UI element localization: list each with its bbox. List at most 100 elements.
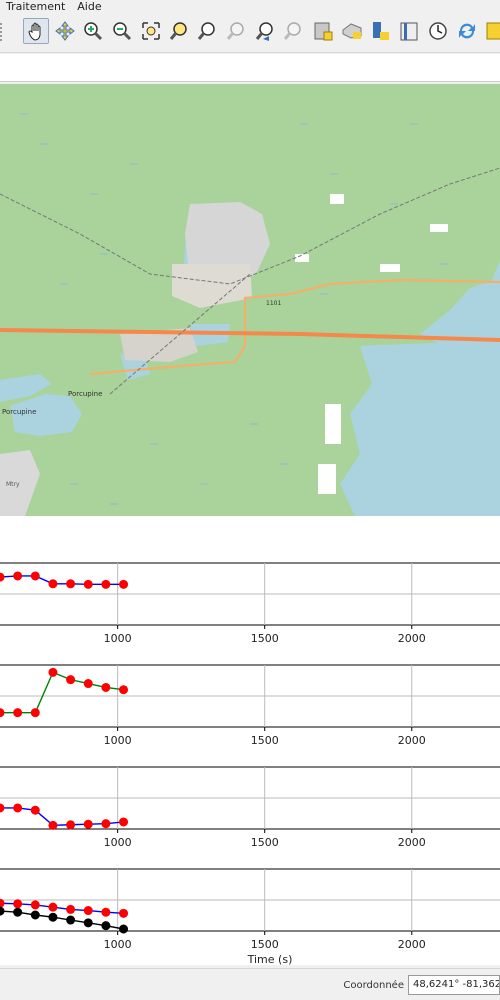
plot-4: 1000 1500 2000 bbox=[0, 868, 500, 971]
industrial-area bbox=[172, 264, 252, 308]
coordinate-label: Coordonnée bbox=[343, 980, 404, 991]
data-point bbox=[0, 572, 5, 582]
railway-south bbox=[109, 273, 251, 395]
data-point bbox=[83, 906, 93, 916]
pond-center bbox=[190, 324, 230, 346]
data-point bbox=[83, 918, 93, 928]
plot-panel: 1000 1500 2000 1000 1500 2000 1000 1500 2000 1… bbox=[0, 545, 500, 965]
lake-porcupine bbox=[10, 394, 82, 436]
zoom-next-icon bbox=[284, 22, 302, 40]
clearing-patches bbox=[295, 194, 448, 494]
new-bookmark-button[interactable] bbox=[310, 18, 336, 44]
zoom-in-icon bbox=[84, 22, 103, 41]
data-point bbox=[48, 820, 58, 830]
pan-hand-button[interactable] bbox=[23, 18, 49, 44]
data-point bbox=[30, 571, 40, 581]
temporal-controller-icon bbox=[429, 22, 447, 40]
data-point bbox=[66, 915, 76, 925]
zoom-out-button[interactable] bbox=[109, 18, 135, 44]
zoom-to-layer-button[interactable] bbox=[195, 18, 221, 44]
toolbar-handle-icon bbox=[0, 23, 6, 41]
zoom-full-icon bbox=[142, 22, 160, 40]
new-layer-icon bbox=[486, 22, 500, 40]
x-tick-label: 1000 bbox=[104, 632, 132, 645]
zoom-last-button[interactable] bbox=[253, 18, 279, 44]
data-point bbox=[0, 898, 5, 908]
plot-3-svg: 1000 1500 2000 bbox=[0, 766, 500, 849]
data-point bbox=[48, 902, 58, 912]
menu-aide[interactable]: Aide bbox=[71, 0, 107, 13]
show-bookmarks-icon bbox=[342, 23, 362, 39]
label-road-1101: 1101 bbox=[266, 300, 281, 307]
x-tick-label: 1500 bbox=[251, 938, 279, 951]
data-point bbox=[119, 817, 129, 827]
data-point bbox=[101, 921, 111, 931]
zoom-last-icon bbox=[255, 22, 273, 41]
map-canvas[interactable]: Porcupine Porcupine Mtry 1101 bbox=[0, 84, 500, 516]
zoom-next-button[interactable] bbox=[281, 18, 307, 44]
new-layer-button[interactable] bbox=[482, 18, 500, 44]
spatial-bookmark-icon bbox=[373, 22, 390, 40]
label-south-porcupine: Porcupine bbox=[2, 408, 36, 416]
x-tick-label: 1000 bbox=[104, 734, 132, 747]
map-book-button[interactable] bbox=[396, 18, 422, 44]
data-point bbox=[0, 708, 5, 718]
x-axis-title: Time (s) bbox=[247, 953, 293, 966]
data-point bbox=[119, 908, 129, 918]
status-bar: Coordonnée 48,6241° -81,3622° bbox=[0, 968, 500, 1000]
zoom-to-selection-button[interactable] bbox=[167, 18, 193, 44]
data-point bbox=[83, 679, 93, 689]
spatial-bookmark-button[interactable] bbox=[367, 18, 393, 44]
data-point bbox=[66, 904, 76, 914]
menu-aide-label: Aide bbox=[77, 0, 102, 13]
data-point bbox=[101, 907, 111, 917]
data-point bbox=[66, 579, 76, 589]
label-porcupine: Porcupine bbox=[68, 390, 102, 398]
data-point bbox=[66, 675, 76, 685]
zoom-to-selection-icon bbox=[169, 22, 187, 40]
wetland-pattern bbox=[20, 113, 448, 505]
x-tick-label: 1500 bbox=[251, 836, 279, 849]
refresh-button[interactable] bbox=[454, 18, 480, 44]
data-point bbox=[48, 912, 58, 922]
x-tick-label: 2000 bbox=[398, 836, 426, 849]
temporal-controller-button[interactable] bbox=[425, 18, 451, 44]
x-tick-label: 2000 bbox=[398, 938, 426, 951]
map-book-icon bbox=[400, 22, 418, 41]
menu-traitement-label: Traitement bbox=[6, 0, 66, 13]
x-tick-label: 1500 bbox=[251, 632, 279, 645]
zoom-full-button[interactable] bbox=[138, 18, 164, 44]
data-point bbox=[101, 819, 111, 829]
data-point bbox=[30, 900, 40, 910]
pan-to-selection-icon bbox=[54, 21, 75, 41]
plot-2: 1000 1500 2000 bbox=[0, 664, 500, 767]
plot-4-svg: 1000 1500 2000 bbox=[0, 868, 500, 951]
plot-2-svg: 1000 1500 2000 bbox=[0, 664, 500, 747]
show-bookmarks-button[interactable] bbox=[339, 18, 365, 44]
map-image: Porcupine Porcupine Mtry 1101 bbox=[0, 84, 500, 516]
data-point bbox=[101, 579, 111, 589]
data-point bbox=[13, 803, 23, 813]
x-tick-label: 2000 bbox=[398, 734, 426, 747]
coordinate-field[interactable]: 48,6241° -81,3622° bbox=[408, 975, 500, 995]
menu-traitement[interactable]: Traitement bbox=[0, 0, 71, 13]
data-point bbox=[13, 899, 23, 909]
zoom-native-icon bbox=[226, 22, 244, 40]
data-point bbox=[48, 579, 58, 589]
pan-to-selection-button[interactable] bbox=[52, 18, 78, 44]
data-point bbox=[30, 805, 40, 815]
plot-1: 1000 1500 2000 bbox=[0, 562, 500, 665]
data-point bbox=[48, 667, 58, 677]
data-point bbox=[13, 708, 23, 718]
map-navigation-toolbar bbox=[0, 13, 500, 53]
data-point bbox=[119, 685, 129, 695]
data-point bbox=[13, 907, 23, 917]
zoom-in-button[interactable] bbox=[80, 18, 106, 44]
x-tick-label: 1000 bbox=[104, 836, 132, 849]
zoom-to-layer-icon bbox=[198, 22, 215, 40]
data-point bbox=[13, 571, 23, 581]
menu-bar: Traitement Aide bbox=[0, 0, 500, 13]
refresh-icon bbox=[458, 23, 475, 39]
data-point bbox=[0, 803, 5, 813]
zoom-native-button[interactable] bbox=[224, 18, 250, 44]
